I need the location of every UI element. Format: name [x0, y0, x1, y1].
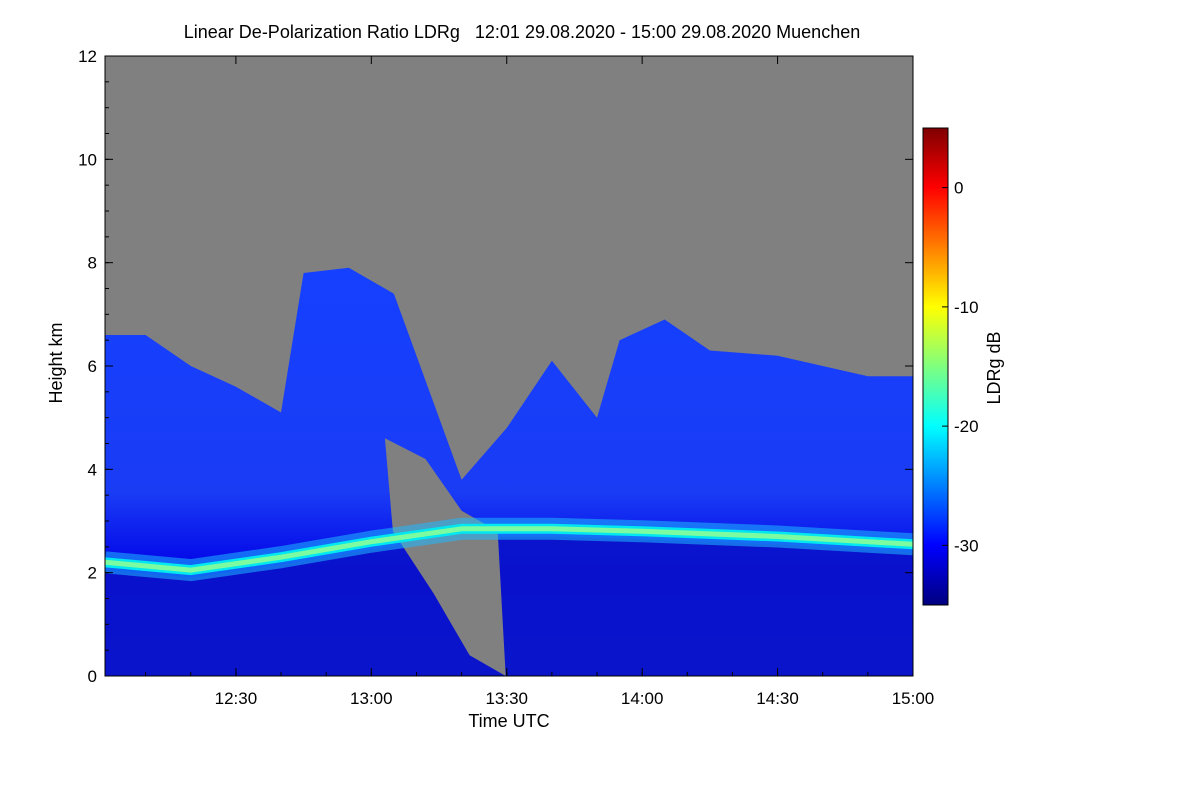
melting-layer-bright-core — [105, 526, 913, 573]
x-tick-label: 14:00 — [621, 689, 664, 708]
colorbar: 0 -10 -20 -30 — [922, 127, 979, 606]
x-tick-label: 14:30 — [756, 689, 799, 708]
x-tick-label: 13:30 — [485, 689, 528, 708]
y-tick-label: 12 — [78, 47, 97, 66]
colorbar-tick-label: -30 — [954, 536, 979, 555]
plot-area — [105, 56, 913, 676]
chart-title: Linear De-Polarization Ratio LDRg 12:01 … — [184, 22, 860, 42]
y-tick-label: 4 — [88, 460, 97, 479]
colorbar-label: LDRg dB — [984, 331, 1004, 404]
y-tick-label: 6 — [88, 357, 97, 376]
y-tick-label: 2 — [88, 564, 97, 583]
x-axis: 12:30 13:00 13:30 14:00 14:30 15:00 — [145, 56, 935, 708]
x-tick-label: 12:30 — [215, 689, 258, 708]
y-axis-label: Height km — [46, 322, 66, 403]
colorbar-tick-label: -10 — [954, 298, 979, 317]
lower-atmosphere-area — [105, 536, 913, 676]
y-axis: 0 2 4 6 8 10 12 — [78, 47, 913, 686]
no-signal-gap — [384, 438, 506, 676]
colorbar-tick-label: -20 — [954, 417, 979, 436]
x-tick-label: 15:00 — [892, 689, 935, 708]
y-tick-label: 10 — [78, 150, 97, 169]
y-tick-label: 8 — [88, 254, 97, 273]
x-tick-label: 13:00 — [350, 689, 393, 708]
y-tick-label: 0 — [88, 667, 97, 686]
x-axis-label: Time UTC — [468, 711, 549, 731]
colorbar-tick-label: 0 — [954, 179, 963, 198]
colorbar-ramp — [922, 127, 949, 606]
